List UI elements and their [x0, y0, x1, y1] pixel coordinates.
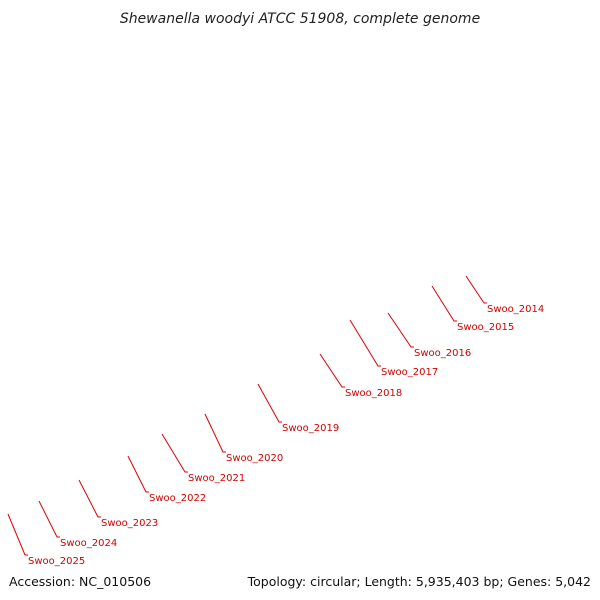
gene-label: Swoo_2017	[381, 367, 438, 378]
gene-label: Swoo_2024	[60, 538, 117, 549]
gene-label: Swoo_2016	[414, 348, 471, 359]
label-leader-line	[349, 319, 381, 367]
accession-text: Accession: NC_010506	[9, 574, 151, 589]
gene-label: Swoo_2018	[345, 388, 402, 399]
gene-label: Swoo_2021	[188, 473, 245, 484]
label-leader-line	[204, 413, 226, 453]
gene-label-group: Swoo_2024	[38, 500, 117, 549]
label-leader-line	[7, 513, 28, 556]
gene-label-group: Swoo_2021	[161, 433, 245, 484]
label-leader-line	[161, 433, 188, 473]
gene-label-group: Swoo_2022	[127, 455, 206, 504]
gene-label-group: Swoo_2016	[387, 312, 471, 359]
topology-text: Topology: circular; Length: 5,935,403 bp…	[247, 574, 591, 589]
gene-label-group: Swoo_2015	[431, 285, 514, 333]
gene-label: Swoo_2025	[28, 556, 85, 567]
gene-label: Swoo_2015	[457, 322, 514, 333]
label-leader-line	[431, 285, 457, 322]
gene-label-group: Swoo_2019	[257, 383, 339, 434]
gene-label-group: Swoo_2014	[465, 275, 544, 315]
gene-labels: Swoo_2014 Swoo_2015 Swoo_2016 Swoo_2017 Swoo…	[7, 275, 544, 567]
gene-label-group: Swoo_2020	[204, 413, 283, 464]
label-leader-line	[257, 383, 282, 423]
gene-label-group: Swoo_2025	[7, 513, 85, 567]
label-leader-line	[38, 500, 60, 538]
gene-label-group: Swoo_2017	[349, 319, 438, 378]
gene-label: Swoo_2023	[101, 518, 158, 529]
label-leader-line	[465, 275, 487, 304]
gene-label: Swoo_2014	[487, 304, 544, 315]
gene-label-group: Swoo_2023	[78, 479, 158, 529]
gene-label-group: Swoo_2018	[319, 353, 402, 399]
map-title: Shewanella woodyi ATCC 51908, complete g…	[120, 11, 480, 27]
gene-label: Swoo_2022	[149, 493, 206, 504]
gene-label: Swoo_2020	[226, 453, 283, 464]
gene-label: Swoo_2019	[282, 423, 339, 434]
label-leader-line	[319, 353, 345, 388]
label-leader-line	[387, 312, 414, 348]
label-leader-line	[78, 479, 101, 518]
label-leader-line	[127, 455, 149, 493]
